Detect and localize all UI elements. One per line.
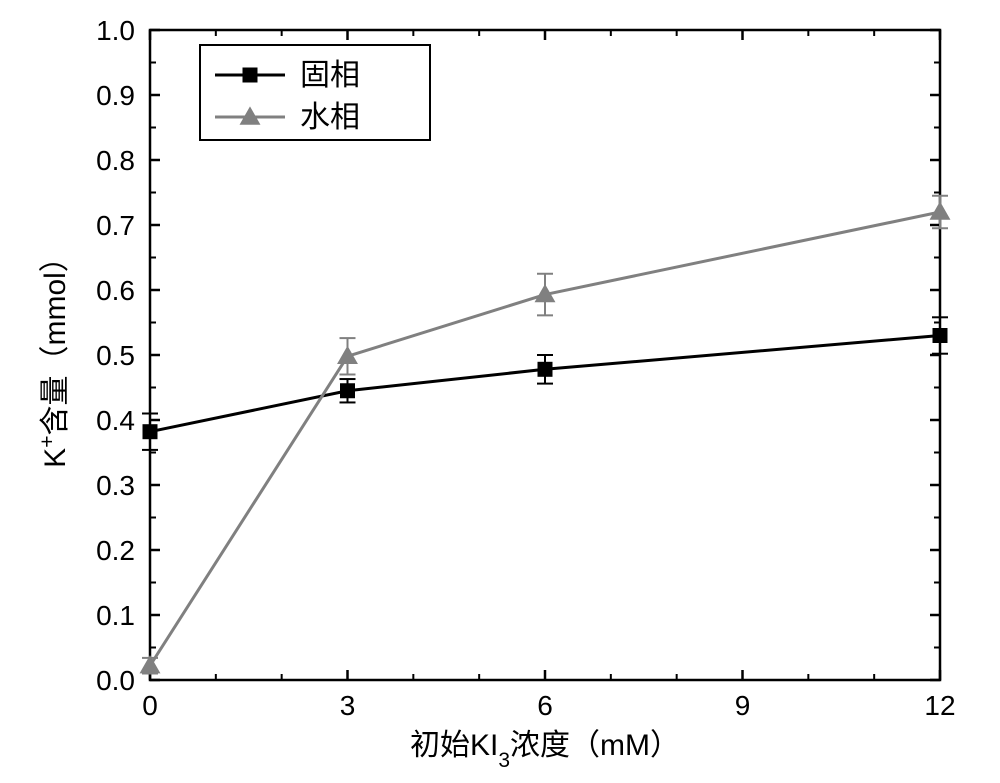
svg-text:0.8: 0.8 xyxy=(96,145,135,176)
svg-text:0.6: 0.6 xyxy=(96,275,135,306)
svg-text:0.2: 0.2 xyxy=(96,535,135,566)
svg-text:12: 12 xyxy=(924,690,955,721)
svg-text:0.1: 0.1 xyxy=(96,600,135,631)
chart-container: 0 3 6 9 12 0.0 0.1 0.2 0.3 0.4 0.5 0.6 0.7 0.8 0.9 1.0 初… xyxy=(0,0,1000,783)
chart-svg: 0 3 6 9 12 0.0 0.1 0.2 0.3 0.4 0.5 0.6 0.7 0.8 0.9 1.0 初… xyxy=(0,0,1000,783)
svg-text:固相: 固相 xyxy=(300,59,360,92)
svg-text:6: 6 xyxy=(537,690,553,721)
svg-text:K+含量（mmol）: K+含量（mmol） xyxy=(36,242,73,468)
svg-text:0.0: 0.0 xyxy=(96,665,135,696)
svg-text:3: 3 xyxy=(340,690,356,721)
svg-text:9: 9 xyxy=(735,690,751,721)
svg-text:1.0: 1.0 xyxy=(96,15,135,46)
svg-text:0.7: 0.7 xyxy=(96,210,135,241)
svg-text:水相: 水相 xyxy=(300,101,360,134)
svg-text:0.9: 0.9 xyxy=(96,80,135,111)
svg-text:初始KI3浓度（mM）: 初始KI3浓度（mM） xyxy=(410,729,680,772)
svg-text:0.4: 0.4 xyxy=(96,405,135,436)
svg-text:0: 0 xyxy=(142,690,158,721)
svg-text:0.5: 0.5 xyxy=(96,340,135,371)
svg-text:0.3: 0.3 xyxy=(96,470,135,501)
